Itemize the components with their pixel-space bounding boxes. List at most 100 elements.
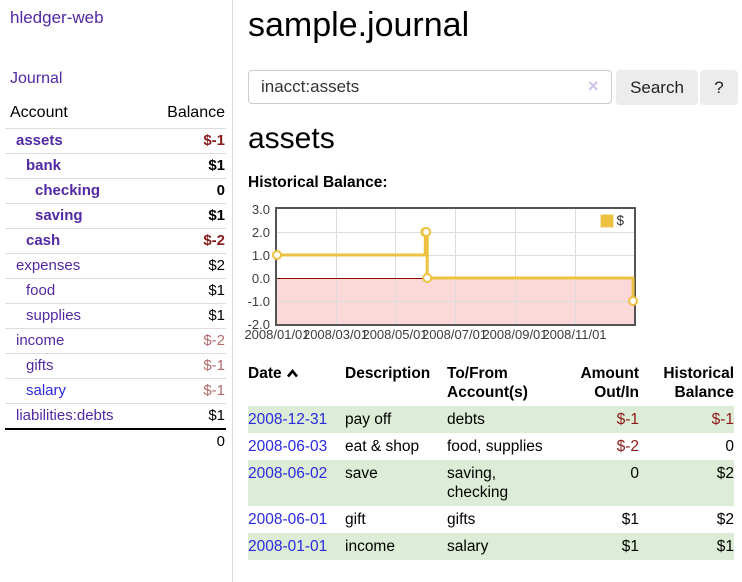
transaction-amount: $-1	[616, 411, 639, 428]
gridline-v	[454, 209, 456, 324]
account-link-supplies[interactable]: supplies	[26, 307, 82, 324]
transaction-accounts: salary	[447, 538, 489, 555]
accounts-header-row: Account Balance	[5, 102, 226, 129]
account-balance: $-2	[144, 228, 226, 254]
account-link-gifts[interactable]: gifts	[26, 357, 54, 374]
transaction-amount: $-2	[616, 438, 639, 455]
sort-ascending-icon	[286, 365, 299, 384]
help-button[interactable]: ?	[700, 70, 738, 105]
transaction-date-link[interactable]: 2008-06-02	[248, 465, 328, 482]
account-link-liabilities-debts[interactable]: liabilities:debts	[16, 407, 114, 424]
transaction-amount: $1	[621, 511, 639, 528]
transaction-accounts: saving, checking	[447, 465, 509, 501]
account-row: cash $-2	[5, 228, 226, 254]
account-link-cash[interactable]: cash	[26, 232, 61, 249]
gridline-v	[395, 209, 397, 324]
register-account-heading: assets	[248, 122, 335, 155]
account-link-income[interactable]: income	[16, 332, 65, 349]
y-axis-tick-label: 2.0	[251, 225, 270, 240]
transaction-balance: 0	[725, 438, 734, 455]
account-balance: $2	[144, 253, 226, 279]
transaction-description: save	[345, 465, 378, 482]
chart-plot-area: $	[272, 207, 639, 326]
register-row: 2008-06-02 save saving, checking 0 $2	[248, 460, 734, 506]
gridline-v	[515, 209, 516, 324]
transaction-description: pay off	[345, 411, 392, 428]
account-balance: $1	[144, 203, 226, 229]
transaction-date-link[interactable]: 2008-06-03	[248, 438, 328, 455]
gridline-v	[335, 209, 337, 324]
account-balance: $-1	[144, 128, 226, 154]
x-axis-tick-label: 2008/07/01	[421, 327, 488, 342]
chart-series-line	[272, 227, 639, 306]
transaction-accounts: gifts	[447, 511, 476, 528]
search-input[interactable]	[248, 70, 612, 104]
gridline-v	[574, 209, 576, 324]
legend-swatch	[600, 213, 615, 228]
transaction-accounts: debts	[447, 411, 485, 428]
transaction-amount: $1	[621, 538, 639, 555]
account-balance: $1	[144, 153, 226, 179]
register-row: 2008-06-03 eat & shop food, supplies $-2…	[248, 433, 734, 460]
brand-link[interactable]: hledger-web	[10, 8, 104, 27]
account-balance: $1	[144, 403, 226, 430]
data-point-marker	[272, 250, 282, 260]
accounts-total-value: 0	[144, 428, 226, 454]
search-button[interactable]: Search	[616, 70, 698, 105]
y-axis-tick-label: 0.0	[251, 271, 270, 286]
transaction-balance: $2	[716, 511, 734, 528]
account-balance: 0	[144, 178, 226, 204]
page-title: sample.journal	[248, 6, 470, 44]
register-row: 2008-06-01 gift gifts $1 $2	[248, 506, 734, 533]
account-link-expenses[interactable]: expenses	[16, 257, 81, 274]
account-balance: $-1	[144, 353, 226, 379]
account-balance: $1	[144, 278, 226, 304]
account-balance: $1	[144, 303, 226, 329]
account-row: income $-2	[5, 328, 226, 354]
account-balance: $-1	[144, 378, 226, 404]
account-link-food[interactable]: food	[26, 282, 56, 299]
account-row: bank $1	[5, 153, 226, 179]
x-axis-tick-label: 2008/03/01	[302, 327, 369, 342]
account-link-saving[interactable]: saving	[35, 207, 83, 224]
column-header-amount: Amount Out/In	[580, 365, 639, 401]
transaction-date-link[interactable]: 2008-12-31	[248, 411, 328, 428]
account-row: food $1	[5, 278, 226, 304]
accounts-header-balance: Balance	[144, 102, 226, 129]
account-row: supplies $1	[5, 303, 226, 329]
chart-title: Historical Balance:	[248, 174, 388, 191]
sidebar-item-journal[interactable]: Journal	[10, 70, 63, 87]
transaction-balance: $-1	[711, 411, 734, 428]
transaction-amount: 0	[630, 465, 639, 482]
data-point-marker	[422, 273, 433, 283]
account-row: assets $-1	[5, 128, 226, 154]
register-row: 2008-12-31 pay off debts $-1 $-1	[248, 406, 734, 433]
clear-search-icon[interactable]: ×	[588, 76, 599, 96]
register-row: 2008-01-01 income salary $1 $1	[248, 533, 734, 560]
register-header-row: Date Description To/From Account(s) Amou…	[248, 364, 734, 406]
transaction-accounts: food, supplies	[447, 438, 543, 455]
account-row: gifts $-1	[5, 353, 226, 379]
transaction-balance: $1	[716, 538, 734, 555]
transaction-description: income	[345, 538, 395, 555]
account-row: saving $1	[5, 203, 226, 229]
account-link-bank[interactable]: bank	[26, 157, 62, 174]
column-header-balance: Historical Balance	[663, 365, 734, 401]
account-link-assets[interactable]: assets	[16, 132, 63, 149]
account-link-salary[interactable]: salary	[26, 382, 67, 399]
account-link-checking[interactable]: checking	[35, 182, 101, 199]
account-row: expenses $2	[5, 253, 226, 279]
account-row: liabilities:debts $1	[5, 403, 226, 430]
date-header-label: Date	[248, 365, 282, 382]
transaction-description: gift	[345, 511, 366, 528]
transaction-date-link[interactable]: 2008-01-01	[248, 538, 328, 555]
y-axis-tick-label: -2.0	[247, 317, 270, 332]
y-axis-tick-label: 3.0	[251, 202, 270, 217]
y-axis-tick-label: -1.0	[247, 294, 270, 309]
y-axis-tick-label: 1.0	[251, 248, 270, 263]
register-table: Date Description To/From Account(s) Amou…	[248, 364, 734, 560]
transaction-date-link[interactable]: 2008-06-01	[248, 511, 328, 528]
accounts-table: Account Balance assets $-1 bank $1 check…	[5, 102, 226, 454]
column-header-date[interactable]: Date	[248, 364, 345, 406]
